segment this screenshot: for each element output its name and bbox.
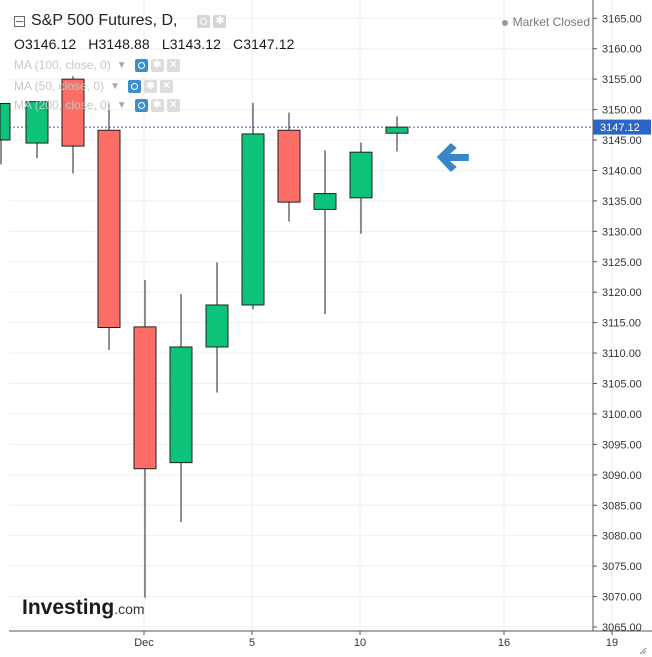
candle-up[interactable] <box>169 346 193 464</box>
y-tick-label: 3150.00 <box>602 105 642 117</box>
logo-text: Investing <box>22 596 114 619</box>
y-tick-label: 3115.00 <box>602 318 641 330</box>
logo-suffix: .com <box>114 601 144 617</box>
y-tick-label: 3090.00 <box>602 470 642 482</box>
candle-up[interactable] <box>241 133 265 306</box>
candle-down[interactable] <box>61 78 85 147</box>
candle-up[interactable] <box>385 126 409 134</box>
y-tick-label: 3080.00 <box>602 531 642 543</box>
candle-down[interactable] <box>97 129 121 329</box>
x-tick-label: 5 <box>249 637 255 649</box>
y-tick-label: 3065.00 <box>602 622 642 634</box>
investing-logo: Investing.com <box>22 596 145 619</box>
y-tick-label: 3125.00 <box>602 257 642 269</box>
y-tick-label: 3160.00 <box>602 44 642 56</box>
candle-up[interactable] <box>205 304 229 348</box>
candle-down[interactable] <box>133 326 157 470</box>
y-tick-label: 3140.00 <box>602 165 642 177</box>
last-price-tag-pointer <box>593 119 598 135</box>
y-tick-label: 3130.00 <box>602 226 642 238</box>
y-tick-label: 3095.00 <box>602 439 642 451</box>
y-tick-label: 3145.00 <box>602 135 642 147</box>
candle-up[interactable] <box>0 102 11 141</box>
last-price-tag <box>593 119 651 135</box>
resize-handle-icon[interactable] <box>639 647 647 655</box>
x-tick-label: 19 <box>606 637 618 649</box>
y-tick-label: 3085.00 <box>602 500 642 512</box>
y-tick-label: 3120.00 <box>602 287 642 299</box>
y-tick-label: 3155.00 <box>602 74 642 86</box>
candle-up[interactable] <box>349 151 373 199</box>
candle-up[interactable] <box>313 193 337 210</box>
x-tick-label: Dec <box>134 637 154 649</box>
x-tick-label: 10 <box>354 637 366 649</box>
y-tick-label: 3100.00 <box>602 409 642 421</box>
left-arrow-icon <box>436 143 469 173</box>
y-tick-label: 3105.00 <box>602 379 642 391</box>
y-tick-label: 3110.00 <box>602 348 641 360</box>
y-tick-label: 3135.00 <box>602 196 642 208</box>
y-tick-label: 3075.00 <box>602 561 642 573</box>
candle-down[interactable] <box>277 129 301 203</box>
x-tick-label: 16 <box>498 637 510 649</box>
y-tick-label: 3165.00 <box>602 13 642 25</box>
candle-up[interactable] <box>25 101 49 144</box>
last-price-label: 3147.12 <box>600 122 640 134</box>
y-tick-label: 3070.00 <box>602 592 642 604</box>
